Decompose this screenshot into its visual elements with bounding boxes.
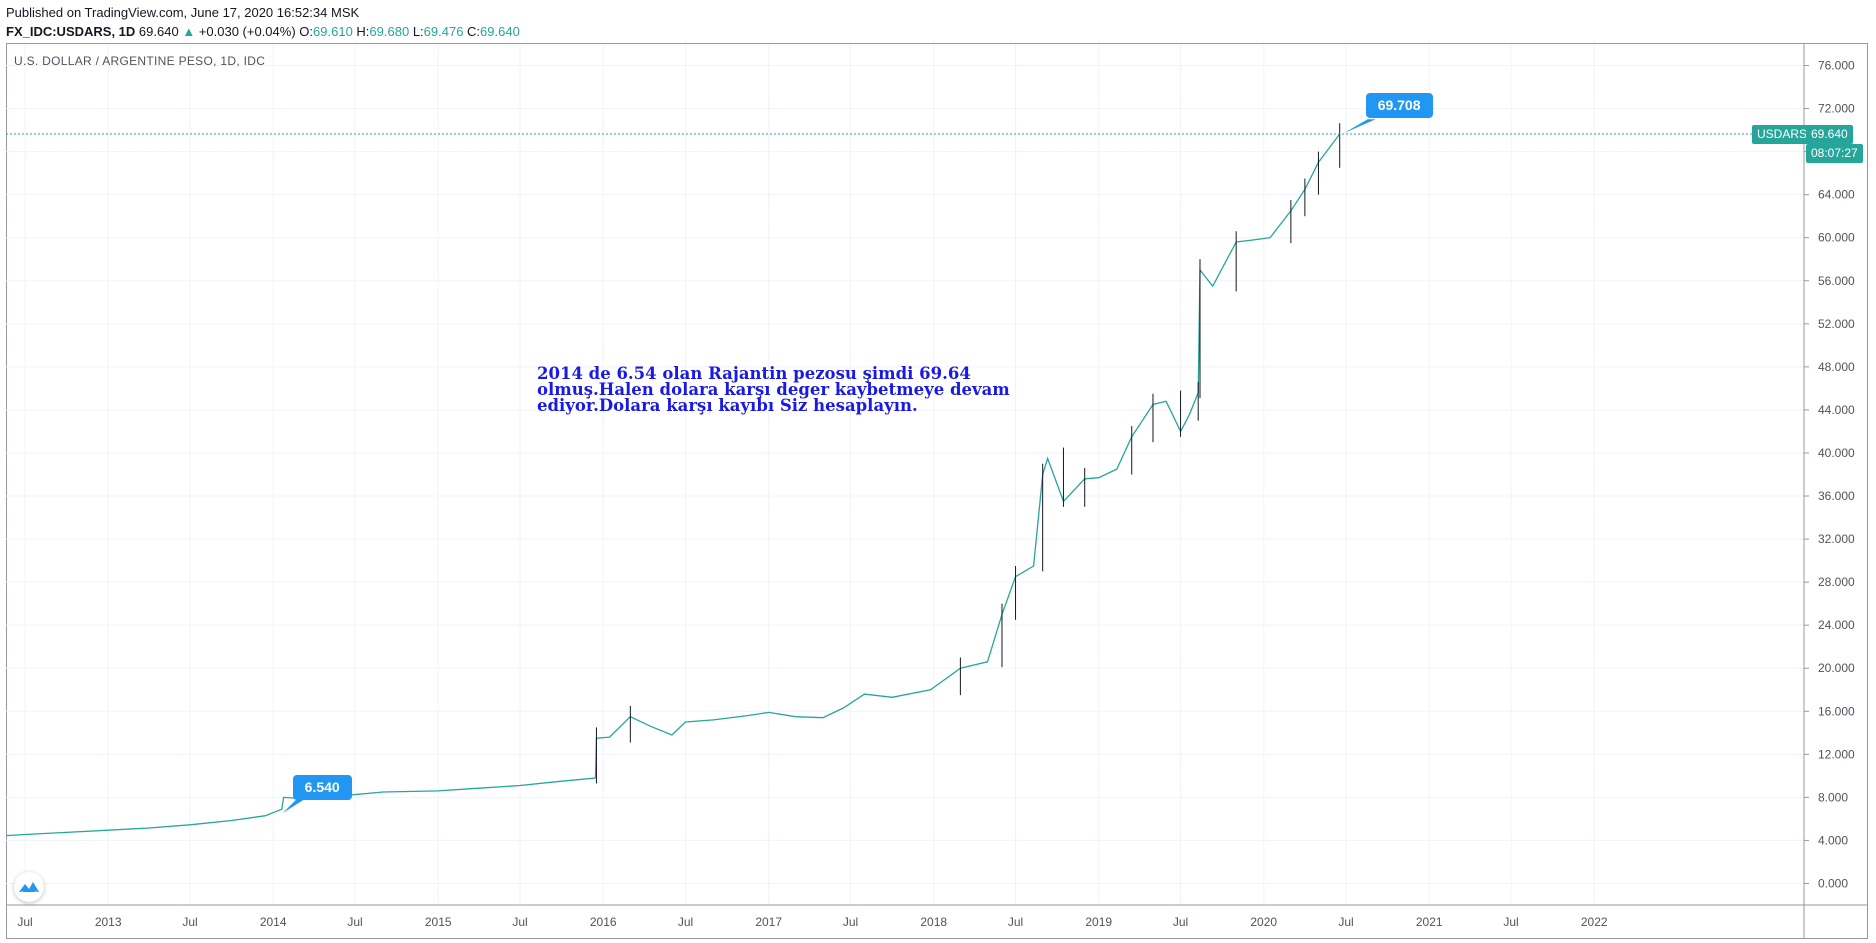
high-value: 69.680 [369,24,410,39]
y-tick-label: 40.000 [1818,446,1855,460]
axes [6,44,1868,938]
y-tick-label: 72.000 [1818,102,1855,116]
x-tick-label: Jul [1338,915,1353,929]
low-value: 69.476 [423,24,464,39]
low-label: L: [412,24,424,39]
symbol-label: FX_IDC:USDARS, 1D [6,24,136,39]
close-label: C: [467,24,481,39]
ohlc-row: FX_IDC:USDARS, 1D 69.640 ▲ +0.030 (+0.04… [6,22,520,41]
price-line [5,133,1341,837]
y-tick-label: 16.000 [1818,704,1855,718]
x-tick-label: 2015 [425,915,452,929]
y-tick-label: 4.000 [1818,833,1848,847]
y-tick-label: 64.000 [1818,188,1855,202]
open-value: 69.610 [313,24,353,39]
published-line: Published on TradingView.com, June 17, 2… [6,5,360,20]
x-tick-label: 2020 [1250,915,1277,929]
callout-pointers [282,119,1376,814]
x-tick-label: 2013 [95,915,122,929]
x-axis-ticks: Jul 2013 Jul 2014 Jul 2015 Jul 2016 Jul 2017 Jul 20… [17,915,1608,929]
x-tick-label: Jul [1008,915,1023,929]
annotation-line: 2014 de 6.54 olan Rajantin pezosu şimdi … [537,364,971,383]
annotation-text: 2014 de 6.54 olan Rajantin pezosu şimdi … [537,364,1057,415]
close-value: 69.640 [480,24,520,39]
x-tick-label: Jul [17,915,32,929]
x-tick-label: Jul [347,915,362,929]
callout-low[interactable]: 6.540 [292,775,352,801]
y-tick-label: 76.000 [1818,59,1855,73]
tradingview-logo-icon[interactable] [14,872,44,902]
symbol-price-tag: USDARS [1752,124,1813,144]
last-price-tag: 69.640 [1806,124,1853,144]
x-tick-label: 2021 [1416,915,1443,929]
x-tick-label: Jul [678,915,693,929]
y-tick-label: 12.000 [1818,747,1855,761]
x-tick-label: Jul [182,915,197,929]
x-tick-label: 2019 [1085,915,1112,929]
callout-high[interactable]: 69.708 [1365,93,1433,119]
chart-frame [6,43,1868,939]
y-tick-label: 0.000 [1818,876,1848,890]
y-tick-label: 8.000 [1818,790,1848,804]
y-tick-label: 24.000 [1818,618,1855,632]
y-tick-label: 28.000 [1818,575,1855,589]
x-tick-label: Jul [1503,915,1518,929]
price-series [5,123,1341,837]
y-tick-label: 36.000 [1818,489,1855,503]
y-tick-label: 56.000 [1818,274,1855,288]
last-price: 69.640 [138,24,179,39]
y-tick-label: 44.000 [1818,403,1855,417]
x-tick-label: Jul [843,915,858,929]
y-tick-label: 32.000 [1818,532,1855,546]
y-tick-label: 60.000 [1818,231,1855,245]
y-tick-label: 52.000 [1818,317,1855,331]
chart-header: Published on TradingView.com, June 17, 2… [6,3,520,41]
price-change: +0.030 (+0.04%) [198,24,296,39]
countdown-tag: 08:07:27 [1806,143,1863,163]
x-tick-label: 2017 [755,915,782,929]
x-tick-label: 2016 [590,915,617,929]
high-label: H: [356,24,370,39]
x-tick-label: 2018 [920,915,947,929]
x-tick-label: Jul [512,915,527,929]
x-tick-label: Jul [1173,915,1188,929]
x-tick-label: 2022 [1581,915,1608,929]
chart-title: U.S. DOLLAR / ARGENTINE PESO, 1D, IDC [14,54,266,68]
up-arrow-icon: ▲ [182,24,196,39]
y-tick-label: 20.000 [1818,661,1855,675]
y-axis-ticks: 76.00072.00068.00064.00060.00056.00052.0… [1804,59,1855,890]
grid-lines [6,44,1804,905]
y-tick-label: 48.000 [1818,360,1855,374]
callout-high-pointer [1343,119,1376,134]
x-tick-label: 2014 [260,915,287,929]
open-label: O: [299,24,314,39]
annotation-line: ediyor.Dolara karşı kayıbı Siz hesaplayı… [537,396,918,415]
callout-low-pointer [282,799,305,814]
annotation-line: olmuş.Halen dolara karşı deger kaybetmey… [537,380,1010,399]
